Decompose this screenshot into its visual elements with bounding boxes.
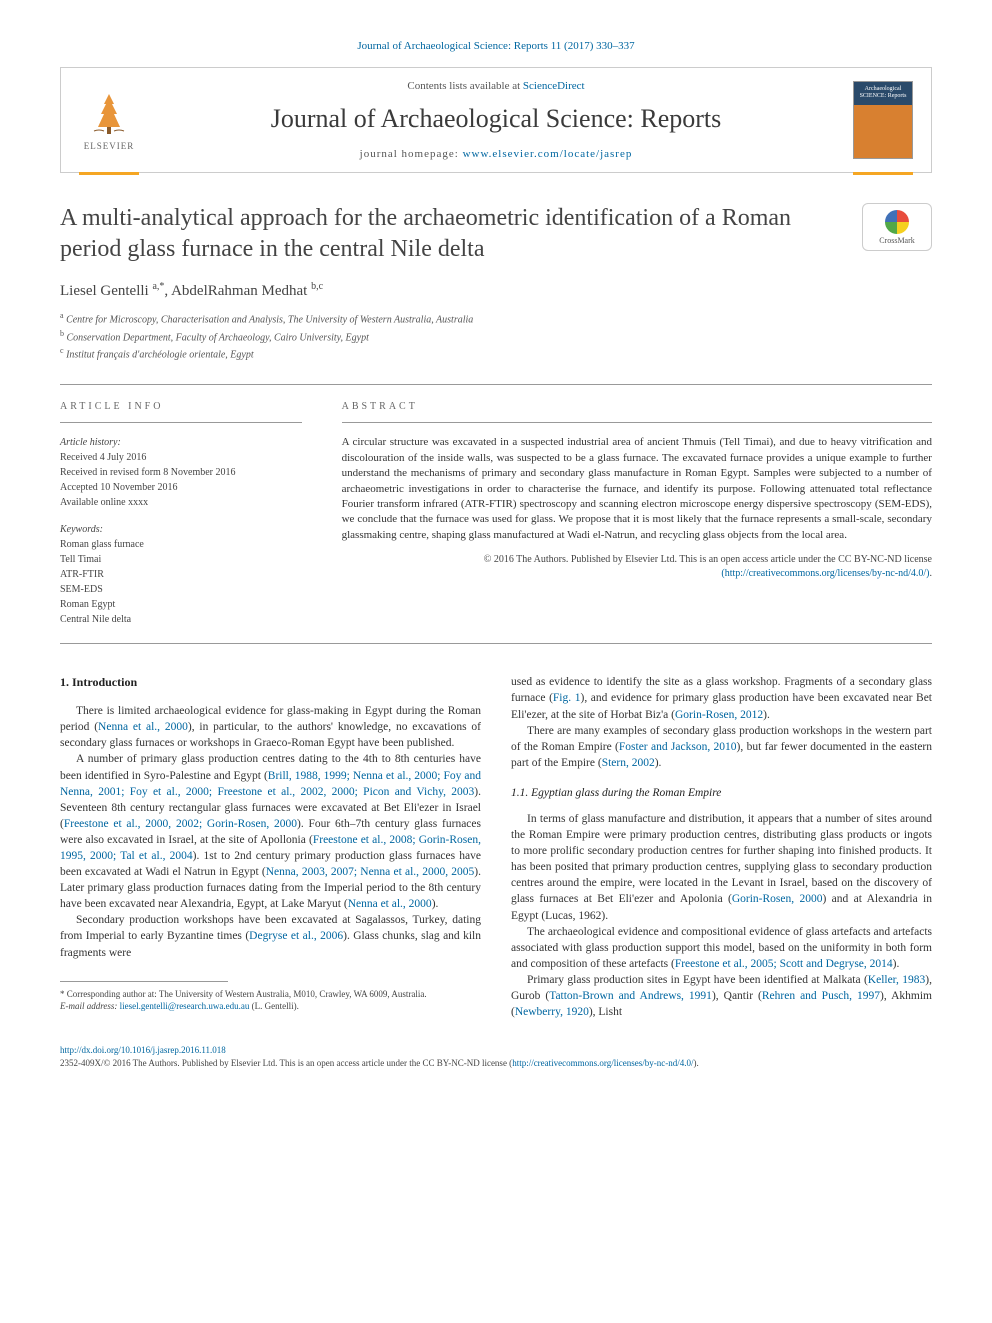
body-paragraph: Secondary production workshops have been… — [60, 912, 481, 960]
body-right-column: used as evidence to identify the site as… — [511, 674, 932, 1020]
footnote-rule — [60, 981, 228, 982]
body-left-column: 1. Introduction There is limited archaeo… — [60, 674, 481, 1020]
elsevier-logo[interactable]: ELSEVIER — [79, 85, 139, 155]
body-paragraph: A number of primary glass production cen… — [60, 751, 481, 912]
body-paragraph: In terms of glass manufacture and distri… — [511, 811, 932, 924]
keyword: Roman Egypt — [60, 597, 302, 612]
history-line: Accepted 10 November 2016 — [60, 480, 302, 495]
body-paragraph: The archaeological evidence and composit… — [511, 924, 932, 972]
keyword: SEM-EDS — [60, 582, 302, 597]
corresponding-email-link[interactable]: liesel.gentelli@research.uwa.edu.au — [120, 1001, 250, 1011]
accent-bar-left — [79, 172, 139, 175]
history-label: Article history: — [60, 435, 302, 450]
section-heading: 1. Introduction — [60, 674, 481, 691]
abstract-column: abstract A circular structure was excava… — [322, 385, 932, 643]
abstract-text: A circular structure was excavated in a … — [342, 435, 932, 543]
elsevier-label: ELSEVIER — [84, 141, 135, 151]
copyright-text: © 2016 The Authors. Published by Elsevie… — [484, 554, 932, 565]
contents-line: Contents lists available at ScienceDirec… — [159, 80, 833, 92]
journal-name: Journal of Archaeological Science: Repor… — [159, 104, 833, 134]
keywords-label: Keywords: — [60, 524, 302, 535]
authors-line: Liesel Gentelli a,*, AbdelRahman Medhat … — [60, 281, 932, 300]
history-line: Received in revised form 8 November 2016 — [60, 465, 302, 480]
keyword: Central Nile delta — [60, 612, 302, 627]
journal-cover-thumbnail[interactable]: Archaeological SCIENCE: Reports — [853, 81, 913, 159]
sciencedirect-link[interactable]: ScienceDirect — [523, 80, 585, 92]
keyword: Tell Timai — [60, 552, 302, 567]
footer-license-link[interactable]: http://creativecommons.org/licenses/by-n… — [512, 1058, 693, 1068]
issn-line: 2352-409X/© 2016 The Authors. Published … — [60, 1058, 512, 1068]
accent-bar-right — [853, 172, 913, 175]
cover-thumb-label: Archaeological SCIENCE: Reports — [854, 86, 912, 99]
affiliation: b Conservation Department, Faculty of Ar… — [60, 328, 932, 345]
crossmark-icon — [885, 210, 909, 234]
history-line: Available online xxxx — [60, 495, 302, 510]
crossmark-label: CrossMark — [879, 236, 915, 245]
homepage-line: journal homepage: www.elsevier.com/locat… — [159, 148, 833, 160]
keyword: Roman glass furnace — [60, 537, 302, 552]
body-paragraph: Primary glass production sites in Egypt … — [511, 972, 932, 1020]
history-line: Received 4 July 2016 — [60, 450, 302, 465]
article-title: A multi-analytical approach for the arch… — [60, 203, 862, 265]
subsection-heading: 1.1. Egyptian glass during the Roman Emp… — [511, 785, 932, 801]
affiliations-block: a Centre for Microscopy, Characterisatio… — [60, 310, 932, 362]
license-link[interactable]: (http://creativecommons.org/licenses/by-… — [721, 568, 929, 579]
body-paragraph: There is limited archaeological evidence… — [60, 703, 481, 751]
article-info-column: article info Article history: Received 4… — [60, 385, 322, 643]
affiliation: a Centre for Microscopy, Characterisatio… — [60, 310, 932, 327]
article-info-label: article info — [60, 401, 302, 423]
elsevier-tree-icon — [84, 89, 134, 139]
doi-link[interactable]: http://dx.doi.org/10.1016/j.jasrep.2016.… — [60, 1045, 226, 1055]
abstract-label: abstract — [342, 401, 932, 423]
body-paragraph: used as evidence to identify the site as… — [511, 674, 932, 722]
page-footer: http://dx.doi.org/10.1016/j.jasrep.2016.… — [60, 1044, 932, 1069]
affiliation: c Institut français d'archéologie orient… — [60, 345, 932, 362]
corresponding-author-footnote: * Corresponding author at: The Universit… — [60, 988, 481, 1013]
body-paragraph: There are many examples of secondary gla… — [511, 723, 932, 771]
journal-citation-header[interactable]: Journal of Archaeological Science: Repor… — [60, 40, 932, 52]
keyword: ATR-FTIR — [60, 567, 302, 582]
journal-header-box: ELSEVIER Contents lists available at Sci… — [60, 67, 932, 173]
crossmark-badge[interactable]: CrossMark — [862, 203, 932, 251]
journal-homepage-link[interactable]: www.elsevier.com/locate/jasrep — [463, 148, 633, 160]
